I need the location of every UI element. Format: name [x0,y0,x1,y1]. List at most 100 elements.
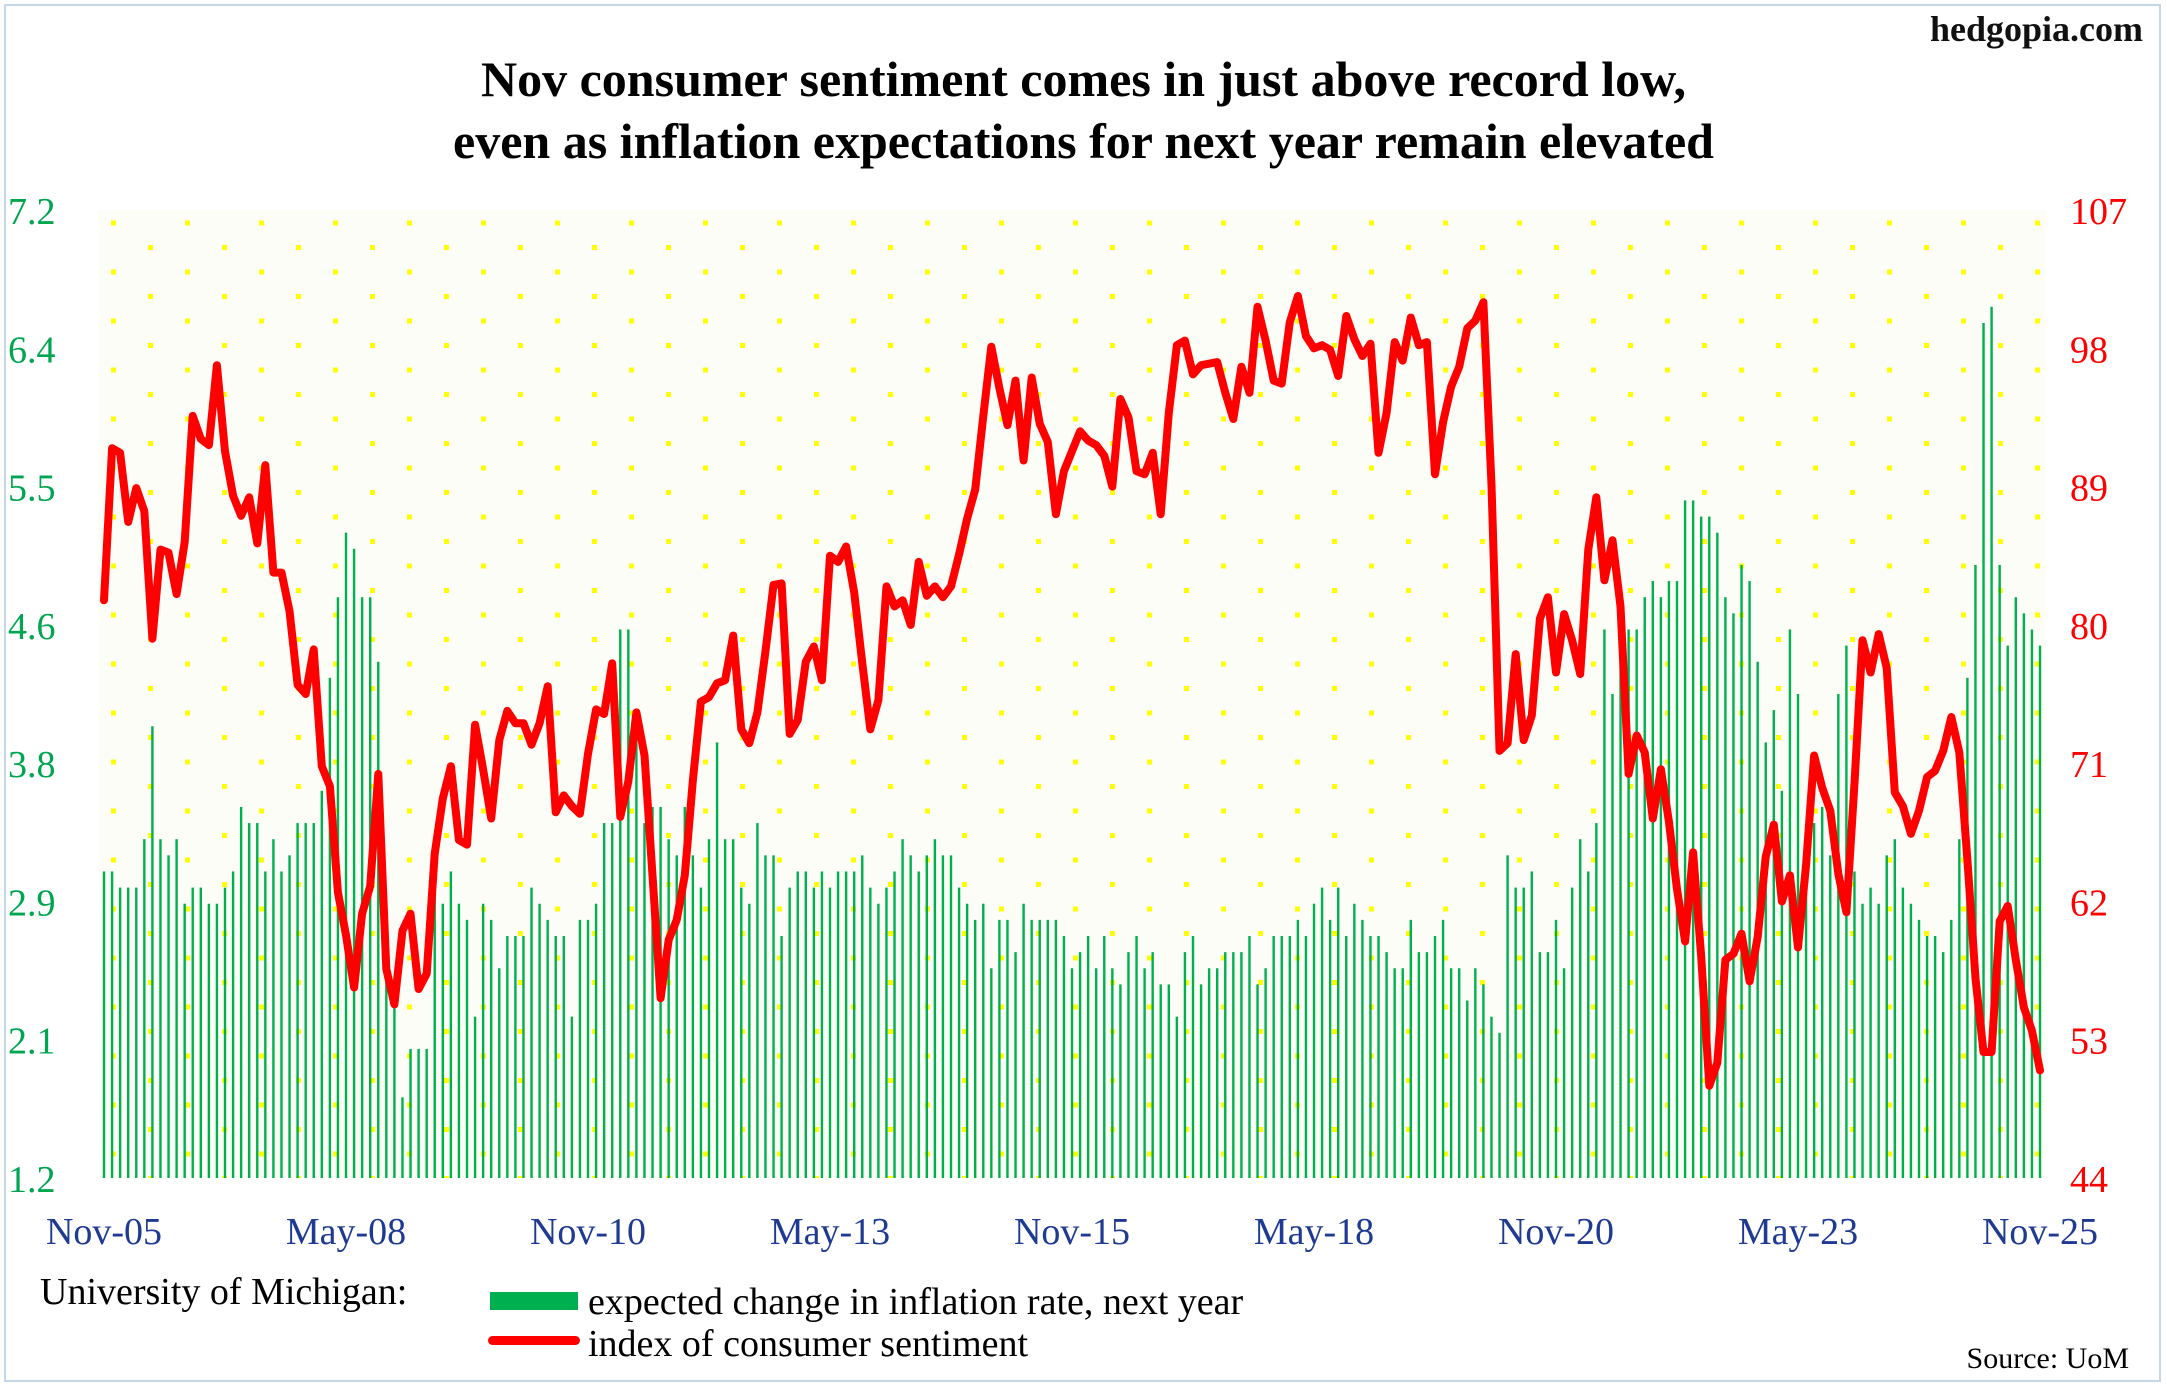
x-axis-tick-label: Nov-10 [530,1211,646,1253]
inflation-bar [1780,790,1784,1178]
inflation-bar [1812,823,1816,1178]
inflation-bar [1086,936,1090,1178]
inflation-bar [594,903,598,1178]
inflation-bar [1280,936,1283,1178]
inflation-bar [861,855,864,1178]
inflation-bar [1304,936,1308,1178]
inflation-bar [1441,919,1445,1178]
inflation-bar [1353,903,1356,1178]
inflation-bar [748,903,751,1178]
right-axis-tick-label: 107 [2070,191,2127,233]
inflation-bar [1175,1016,1179,1178]
inflation-bar [1328,919,1332,1178]
inflation-bar [885,887,888,1178]
inflation-bar [941,855,945,1178]
chart-title-line1: Nov consumer sentiment comes in just abo… [481,51,1686,107]
inflation-bar [732,839,735,1178]
inflation-bar [1361,919,1364,1178]
right-axis-ticks: 44 53 62 71 80 89 98 107 [2070,191,2127,1201]
inflation-bar [691,855,695,1178]
inflation-bar [546,919,549,1178]
inflation-bars [102,306,2042,1178]
inflation-bar [909,855,912,1178]
inflation-bar [683,806,686,1178]
inflation-bar [1974,564,1977,1178]
inflation-bar [788,887,791,1178]
inflation-bar [1030,919,1033,1178]
inflation-bar [514,936,517,1178]
inflation-bar [957,887,961,1178]
inflation-bar [1183,952,1187,1178]
inflation-bar [1167,984,1170,1178]
inflation-bar [1530,871,1533,1178]
x-axis-tick-label: Nov-15 [1014,1211,1130,1253]
inflation-bar [385,903,388,1178]
inflation-bar [127,887,130,1178]
inflation-bar [1296,919,1300,1178]
inflation-bar [401,1097,404,1178]
inflation-bar [667,839,670,1178]
inflation-bar [393,984,396,1178]
inflation-bar [352,548,356,1178]
inflation-bar [1466,1000,1469,1178]
left-axis-tick-label: 2.1 [8,1021,56,1063]
inflation-bar [167,855,170,1178]
inflation-bar [804,871,807,1178]
inflation-bar [344,532,348,1178]
inflation-bar [1732,613,1735,1178]
inflation-bar [1111,968,1114,1178]
inflation-bar [490,919,493,1178]
inflation-bar [812,887,816,1178]
inflation-bar [1651,581,1654,1178]
inflation-bar [1885,855,1888,1178]
inflation-bar [231,871,235,1178]
inflation-bar [498,968,501,1178]
inflation-bar [191,887,194,1178]
inflation-bar [586,919,590,1178]
inflation-bar [425,1048,428,1178]
inflation-bar [1337,887,1340,1178]
inflation-bar [272,839,275,1178]
inflation-bar [1683,500,1687,1178]
inflation-bar [183,903,186,1178]
inflation-bar [796,871,799,1178]
x-axis-ticks: Nov-05 May-08 Nov-10 May-13 Nov-15 May-18 Nov-… [46,1211,2098,1253]
inflation-bar [1538,952,1542,1178]
inflation-bar [1748,581,1751,1178]
inflation-bar [1006,919,1009,1178]
inflation-bar [836,871,840,1178]
inflation-bar [1570,887,1574,1178]
inflation-bar [1312,903,1316,1178]
inflation-bar [974,919,977,1178]
inflation-bar [602,823,606,1178]
inflation-bar [1603,629,1606,1178]
source-note: Source: UoM [1966,1342,2129,1375]
left-axis-tick-label: 4.6 [8,606,56,648]
inflation-bar [1853,871,1856,1178]
inflation-bar [296,823,299,1178]
inflation-bar [1982,322,1985,1178]
inflation-bar [1635,629,1638,1178]
inflation-bar [1514,887,1517,1178]
inflation-bar [570,1016,574,1178]
inflation-bar [715,742,719,1178]
inflation-bar [1143,968,1146,1178]
inflation-bar [1433,936,1437,1178]
inflation-bar [1579,839,1582,1178]
inflation-bar [215,903,219,1178]
chart-frame [4,4,2161,1382]
inflation-bar [1393,968,1396,1178]
left-axis-tick-label: 5.5 [8,468,56,510]
inflation-bar [304,823,307,1178]
x-axis-tick-label: May-08 [286,1211,406,1253]
inflation-bar [320,790,323,1178]
inflation-bar [1207,968,1211,1178]
inflation-bar [844,871,848,1178]
inflation-bar [288,855,291,1178]
inflation-bar [627,629,630,1178]
inflation-bar [433,871,436,1178]
inflation-bar [1909,903,1913,1178]
inflation-bar [740,887,743,1178]
inflation-bar [1966,677,1969,1178]
inflation-bar [578,919,582,1178]
